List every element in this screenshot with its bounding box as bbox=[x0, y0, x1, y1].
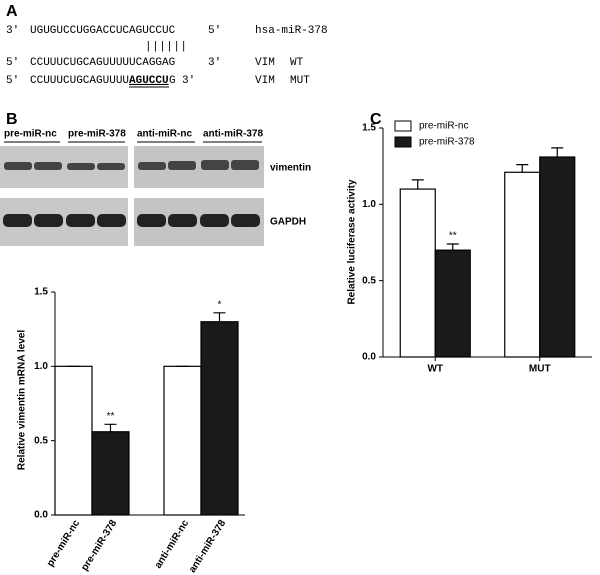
y-tick-label: 1.0 bbox=[362, 199, 376, 210]
seq-start: 5' bbox=[6, 75, 19, 87]
seq: UGUGUCCUGGACCUCAGUCCUC bbox=[30, 25, 176, 37]
seq-start: 3' bbox=[6, 25, 19, 37]
bar bbox=[163, 365, 202, 516]
bar bbox=[539, 156, 576, 358]
y-axis-label: Relative vimentin mRNA level bbox=[17, 330, 28, 470]
seq: G bbox=[169, 75, 176, 87]
panel-label: A bbox=[6, 3, 18, 20]
seq-label: MUT bbox=[290, 75, 310, 87]
legend-swatch bbox=[394, 120, 412, 132]
significance: ** bbox=[107, 411, 115, 422]
gene: VIM bbox=[255, 57, 275, 69]
seq-start: 5' bbox=[6, 57, 19, 69]
seq-label: WT bbox=[290, 57, 304, 69]
x-tick-label: anti-miR-378 bbox=[187, 518, 228, 575]
y-tick-label: 0.0 bbox=[34, 510, 48, 521]
seq-end: 3' bbox=[208, 57, 221, 69]
seq-end: 5' bbox=[208, 25, 221, 37]
legend-swatch bbox=[394, 136, 412, 148]
blot-group: pre-miR-378 bbox=[68, 129, 126, 140]
pairing: |||||| bbox=[145, 41, 187, 53]
band-label: vimentin bbox=[270, 163, 311, 174]
error-bar bbox=[104, 423, 117, 432]
bar bbox=[200, 321, 239, 516]
seq-label: hsa-miR-378 bbox=[255, 25, 328, 37]
bar bbox=[504, 171, 541, 358]
x-tick-label: WT bbox=[427, 364, 443, 375]
bar bbox=[91, 431, 130, 516]
seq-mutated: AGUCCU bbox=[129, 75, 169, 87]
y-tick-label: 0.5 bbox=[34, 435, 48, 446]
legend-label: pre-miR-378 bbox=[419, 137, 475, 148]
bar bbox=[399, 188, 436, 358]
x-tick-label: pre-miR-nc bbox=[45, 518, 83, 569]
y-tick-label: 0.0 bbox=[362, 352, 376, 363]
blot-group: pre-miR-nc bbox=[4, 129, 57, 140]
error-bar bbox=[411, 179, 424, 190]
seq: CCUUUCUGCAGUUUUUCAGGAG bbox=[30, 57, 175, 69]
panel-label: C bbox=[370, 111, 382, 128]
y-tick-label: 1.5 bbox=[362, 123, 376, 134]
legend-label: pre-miR-nc bbox=[419, 121, 468, 132]
panel-label: B bbox=[6, 111, 18, 128]
significance: * bbox=[218, 299, 222, 310]
blot: pre-miR-nc pre-miR-378 anti-miR-nc anti-… bbox=[0, 129, 311, 246]
significance: ** bbox=[449, 231, 457, 242]
y-tick-label: 1.0 bbox=[34, 361, 48, 372]
seq-end: 3' bbox=[182, 75, 195, 87]
y-tick-label: 1.5 bbox=[34, 287, 48, 298]
error-bar bbox=[213, 312, 226, 322]
blot-group: anti-miR-378 bbox=[203, 129, 263, 140]
bar bbox=[434, 249, 471, 358]
blot-group: anti-miR-nc bbox=[137, 129, 192, 140]
y-axis-label: Relative luciferase activity bbox=[347, 179, 358, 305]
gene: VIM bbox=[255, 75, 275, 87]
bar bbox=[54, 365, 93, 516]
x-tick-label: anti-miR-nc bbox=[153, 518, 192, 571]
error-bar bbox=[516, 164, 529, 173]
x-tick-label: MUT bbox=[529, 364, 551, 375]
error-bar bbox=[551, 147, 564, 158]
y-tick-label: 0.5 bbox=[362, 275, 376, 286]
x-tick-label: pre-miR-378 bbox=[79, 518, 119, 573]
seq: CCUUUCUGCAGUUUU bbox=[30, 75, 129, 87]
band-label: GAPDH bbox=[270, 217, 306, 228]
error-bar bbox=[446, 243, 459, 251]
